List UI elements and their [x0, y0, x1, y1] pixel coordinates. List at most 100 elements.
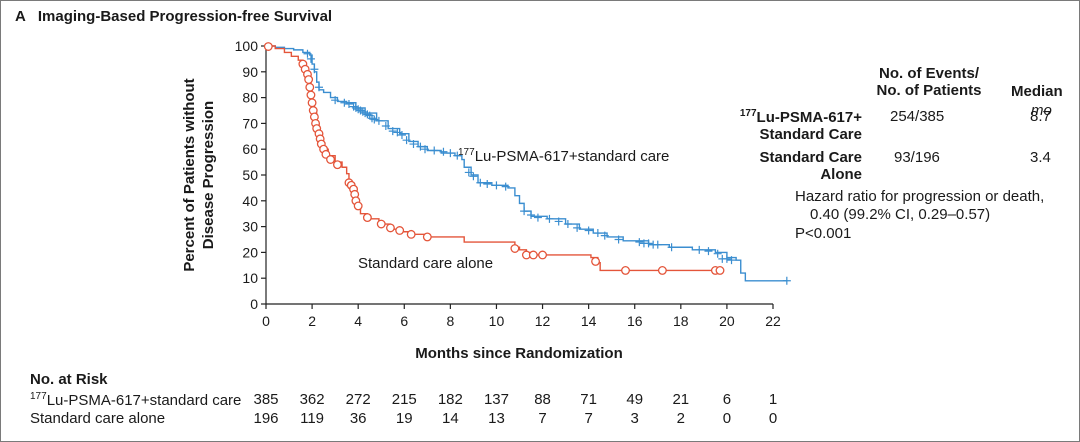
y-tick-label: 90 — [242, 64, 258, 80]
x-tick-label: 0 — [262, 313, 270, 329]
censor-mark-lu-psma — [306, 54, 315, 63]
risk-count-standard-care: 7 — [538, 410, 547, 427]
risk-count-lu-psma: 272 — [345, 391, 371, 408]
risk-count-lu-psma: 137 — [483, 391, 509, 408]
censor-mark-lu-psma — [584, 226, 593, 235]
censor-mark-lu-psma — [520, 207, 529, 216]
y-tick-label: 50 — [242, 167, 258, 183]
y-tick-label: 80 — [242, 90, 258, 106]
censor-mark-standard-care — [385, 223, 395, 233]
censor-mark-lu-psma — [704, 247, 713, 256]
censor-mark-lu-psma — [331, 96, 340, 105]
censor-mark-lu-psma — [393, 128, 402, 137]
censor-mark-lu-psma — [397, 131, 406, 140]
risk-count-lu-psma: 215 — [391, 391, 417, 408]
censor-mark-lu-psma — [402, 136, 411, 145]
risk-count-standard-care: 14 — [442, 410, 459, 427]
p-value: P<0.001 — [795, 225, 852, 242]
risk-count-standard-care: 7 — [584, 410, 593, 427]
risk-count-lu-psma: 71 — [580, 391, 597, 408]
panel-title: A Imaging-Based Progression-free Survival — [15, 8, 332, 25]
events-row-label-standard-line1: Standard Care — [759, 149, 862, 166]
y-tick-label: 40 — [242, 193, 258, 209]
risk-count-standard-care: 196 — [253, 410, 279, 427]
median-lu-psma: 8.7 — [1030, 108, 1051, 125]
events-row-label-standard-line2: Alone — [820, 166, 862, 183]
series-label-lu-psma-rest: Lu-PSMA-617+standard care — [475, 148, 670, 165]
censor-mark-standard-care — [510, 244, 520, 253]
censor-mark-standard-care — [362, 213, 372, 223]
censor-mark-standard-care — [263, 42, 273, 51]
censor-mark-lu-psma — [340, 98, 349, 107]
censor-mark-lu-psma — [533, 213, 542, 222]
censor-mark-lu-psma — [492, 181, 501, 190]
censor-mark-lu-psma — [573, 223, 582, 232]
censor-mark-lu-psma — [469, 172, 478, 181]
events-header: No. of Events/ No. of Patients — [859, 65, 999, 99]
censor-mark-lu-psma — [727, 256, 736, 265]
series-label-standard-care: Standard care alone — [358, 255, 493, 272]
risk-count-standard-care: 3 — [630, 410, 639, 427]
y-tick-label: 100 — [235, 38, 259, 54]
censor-mark-lu-psma — [416, 142, 425, 151]
series-label-lu-psma: 177Lu-PSMA-617+standard care — [458, 147, 669, 165]
events-row-label-lu-psma: 177Lu-PSMA-617+ Standard Care — [701, 108, 862, 143]
censor-mark-standard-care — [376, 219, 386, 229]
events-count-standard: 93/196 — [894, 149, 940, 166]
risk-count-standard-care: 0 — [722, 410, 732, 427]
censor-mark-lu-psma — [667, 243, 676, 252]
y-tick-label: 60 — [242, 141, 258, 157]
events-row-label-lu-psma-line1: Lu-PSMA-617+ — [756, 109, 862, 126]
censor-mark-standard-care — [304, 75, 314, 84]
risk-count-lu-psma: 182 — [437, 391, 463, 408]
series-label-lu-psma-sup: 177 — [458, 147, 475, 158]
risk-count-lu-psma: 385 — [253, 391, 279, 408]
x-tick-label: 16 — [627, 313, 643, 329]
x-tick-label: 2 — [308, 313, 316, 329]
censor-mark-standard-care — [306, 90, 316, 100]
censor-mark-lu-psma — [421, 145, 430, 154]
panel-title-text: Imaging-Based Progression-free Survival — [37, 8, 333, 25]
x-axis-title: Months since Randomization — [415, 345, 623, 362]
risk-count-lu-psma: 6 — [722, 391, 732, 408]
risk-table-title: No. at Risk — [30, 371, 108, 388]
censor-mark-lu-psma — [782, 276, 791, 285]
censor-mark-lu-psma — [374, 116, 383, 125]
risk-row-label-lu-psma-text: Lu-PSMA-617+standard care — [46, 392, 242, 409]
risk-count-lu-psma: 362 — [299, 391, 325, 408]
risk-row-label-lu-psma: 177Lu-PSMA-617+standard care — [30, 391, 241, 409]
y-tick-label: 30 — [242, 219, 258, 235]
censor-mark-lu-psma — [653, 240, 662, 249]
median-standard: 3.4 — [1030, 149, 1051, 166]
events-count-lu-psma: 254/385 — [890, 108, 945, 125]
risk-count-standard-care: 119 — [300, 410, 325, 427]
x-tick-label: 18 — [673, 313, 689, 329]
censor-mark-standard-care — [538, 250, 547, 260]
risk-count-standard-care: 13 — [488, 410, 505, 427]
censor-mark-standard-care — [621, 266, 630, 275]
censor-mark-lu-psma — [464, 168, 473, 177]
risk-count-lu-psma: 88 — [534, 391, 551, 408]
censor-mark-lu-psma — [476, 178, 485, 187]
censor-mark-standard-care — [591, 256, 600, 266]
censor-mark-lu-psma — [554, 217, 563, 226]
y-tick-label: 0 — [250, 296, 258, 312]
risk-count-lu-psma: 1 — [768, 391, 778, 408]
y-tick-label: 70 — [242, 115, 258, 131]
censor-mark-lu-psma — [593, 229, 602, 238]
axes-layer: 0 10 20 30 40 50 60 70 80 90 100 0 2 4 6 8 10 12 14 16 18 20 2… — [235, 38, 781, 329]
x-tick-label: 20 — [719, 313, 735, 329]
events-row-label-standard: Standard Care Alone — [701, 149, 862, 183]
x-tick-label: 12 — [535, 313, 551, 329]
panel-letter: A — [15, 8, 26, 25]
censor-mark-lu-psma — [344, 100, 353, 109]
hazard-ratio-line1: Hazard ratio for progression or death, — [795, 188, 1045, 205]
censor-mark-standard-care — [422, 232, 432, 242]
censor-mark-lu-psma — [409, 140, 418, 149]
censor-mark-lu-psma — [315, 83, 324, 92]
x-tick-label: 4 — [354, 313, 362, 329]
x-tick-label: 6 — [400, 313, 408, 329]
censor-mark-lu-psma — [563, 220, 572, 229]
risk-count-lu-psma: 49 — [626, 391, 644, 408]
